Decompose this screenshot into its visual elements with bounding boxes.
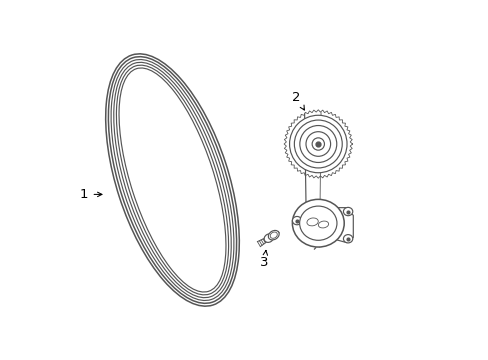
Ellipse shape — [270, 232, 277, 238]
Ellipse shape — [119, 68, 225, 292]
Ellipse shape — [116, 65, 228, 295]
Ellipse shape — [305, 132, 330, 156]
Ellipse shape — [299, 126, 336, 162]
Text: 2: 2 — [292, 91, 304, 110]
Polygon shape — [284, 110, 352, 178]
Text: 1: 1 — [80, 188, 102, 201]
Ellipse shape — [343, 207, 352, 216]
Ellipse shape — [306, 218, 318, 226]
Ellipse shape — [311, 138, 324, 150]
Ellipse shape — [114, 62, 231, 298]
Ellipse shape — [294, 120, 342, 168]
Ellipse shape — [105, 54, 239, 306]
Ellipse shape — [108, 57, 236, 303]
Ellipse shape — [292, 199, 344, 247]
Ellipse shape — [264, 234, 273, 242]
Ellipse shape — [343, 235, 352, 243]
Ellipse shape — [318, 221, 328, 228]
Ellipse shape — [289, 115, 346, 173]
Ellipse shape — [292, 216, 301, 225]
Text: 3: 3 — [260, 251, 268, 269]
Ellipse shape — [111, 59, 233, 301]
Ellipse shape — [268, 230, 279, 240]
Ellipse shape — [299, 206, 336, 240]
